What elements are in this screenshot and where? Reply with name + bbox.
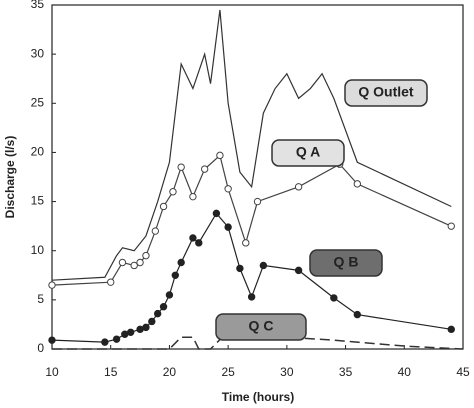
data-point	[126, 328, 135, 336]
data-point	[212, 209, 221, 218]
data-point	[136, 258, 144, 267]
series-label: Q Outlet	[358, 84, 414, 100]
data-point	[48, 281, 56, 289]
y-tick-label: 5	[37, 292, 44, 306]
y-tick-label: 35	[31, 0, 45, 11]
series-label: Q A	[296, 144, 320, 160]
data-point	[153, 309, 162, 318]
data-point	[165, 291, 174, 299]
data-point	[353, 180, 362, 188]
x-tick-label: 15	[104, 365, 118, 379]
data-point	[189, 234, 197, 242]
data-point	[447, 222, 455, 230]
x-tick-label: 30	[280, 365, 294, 379]
data-point	[259, 261, 268, 270]
x-tick-label: 25	[221, 365, 235, 379]
data-point	[294, 266, 303, 275]
x-tick-label: 20	[163, 365, 177, 379]
data-point	[159, 202, 168, 211]
x-tick-label: 35	[339, 365, 353, 379]
data-point	[48, 336, 56, 344]
series-label: Q C	[249, 318, 274, 334]
x-tick-label: 10	[45, 365, 59, 379]
x-tick-label: 45	[456, 365, 470, 379]
data-point	[253, 197, 262, 206]
plot-frame	[51, 4, 464, 350]
x-tick-label: 40	[398, 365, 412, 379]
series-label-box	[344, 79, 428, 107]
data-point	[447, 325, 455, 334]
series-label-box	[215, 313, 307, 341]
data-point	[107, 278, 115, 286]
data-point	[177, 258, 185, 267]
data-point	[189, 192, 197, 201]
data-point	[294, 183, 303, 191]
data-point	[247, 293, 256, 301]
series-line	[51, 9, 452, 281]
data-point	[216, 151, 224, 160]
data-point	[242, 239, 250, 247]
data-point	[118, 258, 127, 267]
data-point	[200, 165, 209, 173]
data-point	[224, 185, 232, 193]
data-point	[224, 223, 232, 231]
data-point	[112, 335, 121, 343]
series-label-box	[271, 139, 345, 167]
x-axis-label: Time (hours)	[222, 390, 294, 404]
y-tick-label: 30	[31, 46, 45, 60]
data-point	[171, 271, 180, 279]
y-tick-label: 0	[37, 341, 44, 355]
data-point	[148, 317, 156, 326]
series-line	[51, 154, 452, 286]
data-point	[159, 303, 168, 311]
data-point	[101, 338, 109, 346]
y-tick-label: 15	[31, 194, 45, 208]
data-point	[142, 323, 150, 332]
data-point	[195, 239, 203, 247]
data-point	[353, 310, 362, 319]
y-tick-label: 20	[31, 145, 45, 159]
series-label: Q B	[334, 254, 359, 270]
data-point	[142, 251, 150, 260]
data-point	[130, 261, 138, 270]
data-point	[330, 294, 338, 302]
data-point	[177, 163, 185, 171]
data-point	[236, 264, 244, 273]
y-tick-label: 10	[31, 243, 45, 257]
y-axis-label: Discharge (l/s)	[3, 136, 17, 219]
y-tick-label: 25	[31, 95, 45, 109]
data-point	[151, 227, 160, 235]
data-point	[169, 188, 177, 196]
series-label-box	[309, 249, 383, 277]
series-line	[52, 336, 464, 350]
